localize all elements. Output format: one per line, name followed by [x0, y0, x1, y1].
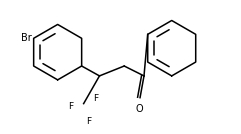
- Text: F: F: [87, 118, 92, 126]
- Text: Br: Br: [21, 33, 32, 43]
- Text: F: F: [94, 94, 99, 103]
- Text: F: F: [69, 102, 74, 111]
- Text: O: O: [135, 104, 143, 114]
